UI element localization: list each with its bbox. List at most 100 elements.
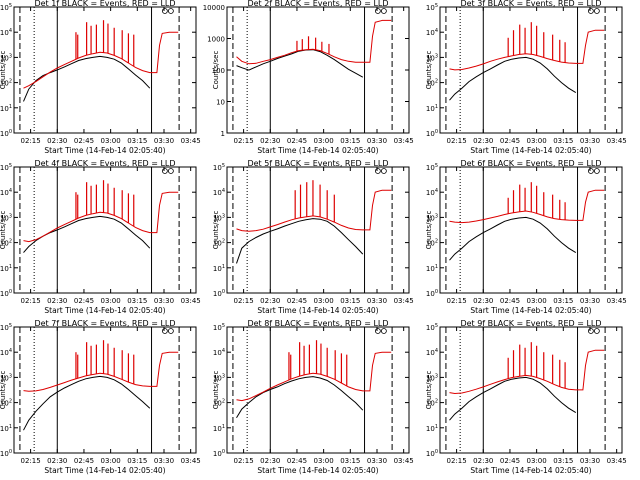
events-series-line [236,218,364,264]
detector-panel-4: Det 4f BLACK = Events, RED = LLD 100 101 10… [0,159,201,315]
y-axis-label: Counts/sec [212,51,220,90]
x-tick-label: 02:45 [74,457,94,465]
panel-title: Det 4f BLACK = Events, RED = LLD [34,159,175,168]
lld-series-line [449,29,605,71]
x-tick-label: 03:45 [607,137,627,145]
y-tick-label: 102 [213,399,225,408]
events-series-line [23,215,151,253]
attenuator-marker [593,328,600,334]
events-series-line [23,375,151,431]
y-tick-label: 10 [216,99,225,107]
y-tick-label: 100 [213,449,225,458]
y-tick-label: 102 [426,239,438,248]
x-tick-label: 02:15 [21,457,41,465]
attenuator-marker [374,328,381,334]
attenuator-marker [587,8,594,14]
x-tick-label: 02:15 [234,457,254,465]
x-tick-label: 02:15 [234,137,254,145]
y-tick-label: 1 [221,130,225,138]
y-tick-label: 103 [213,213,225,222]
panel-title: Det 9f BLACK = Events, RED = LLD [460,319,601,328]
attenuator-marker [161,168,168,174]
attenuator-marker [167,168,174,174]
x-tick-label: 03:15 [127,137,147,145]
plot-frame [226,6,410,134]
y-tick-label: 102 [0,399,12,408]
x-tick-label: 03:15 [127,297,147,305]
attenuator-marker [167,8,174,14]
y-tick-label: 104 [426,188,438,197]
lld-series-line [23,191,179,243]
y-tick-label: 104 [213,188,225,197]
y-tick-label: 101 [0,424,12,433]
y-tick-label: 100 [426,129,438,138]
x-tick-label: 03:00 [101,137,121,145]
x-tick-label: 03:00 [314,297,334,305]
y-tick-label: 102 [426,79,438,88]
x-tick-label: 03:00 [314,457,334,465]
y-tick-label: 100 [0,449,12,458]
y-tick-label: 101 [213,424,225,433]
x-tick-label: 03:15 [553,297,573,305]
y-tick-label: 100 [426,289,438,298]
attenuator-marker [593,8,600,14]
y-tick-label: 100 [212,67,225,75]
x-tick-label: 02:15 [447,297,467,305]
x-tick-label: 03:30 [367,297,387,305]
panel-title: Det 7f BLACK = Events, RED = LLD [34,319,175,328]
detector-panel-2: Det 2f BLACK = Events, RED = LLD 1 10 100 10… [203,0,414,155]
plot-frame [439,6,623,134]
x-tick-label: 03:30 [154,457,174,465]
events-series-line [236,376,364,419]
x-tick-label: 02:30 [473,297,493,305]
y-tick-label: 102 [213,239,225,248]
y-tick-label: 103 [213,373,225,382]
y-tick-label: 103 [0,373,12,382]
x-tick-label: 02:45 [74,297,94,305]
x-tick-label: 03:45 [181,457,201,465]
x-tick-label: 02:45 [287,457,307,465]
detector-panel-7: Det 7f BLACK = Events, RED = LLD 100 101 10… [0,319,201,475]
detector-panel-1: Det 1f BLACK = Events, RED = LLD 100 101 10… [0,0,201,155]
x-tick-label: 02:30 [47,137,67,145]
x-tick-label: 03:30 [154,137,174,145]
attenuator-marker [587,168,594,174]
x-tick-label: 03:30 [367,137,387,145]
detector-panel-5: Det 5f BLACK = Events, RED = LLD 100 101 10… [212,159,414,315]
x-tick-label: 02:30 [260,457,280,465]
y-tick-label: 104 [426,28,438,37]
y-tick-label: 101 [426,264,438,273]
lld-series-line [23,351,179,392]
attenuator-marker [161,328,168,334]
panel-title: Det 3f BLACK = Events, RED = LLD [460,0,601,8]
x-tick-label: 02:30 [260,137,280,145]
y-tick-label: 100 [0,129,12,138]
y-tick-label: 105 [0,323,12,332]
x-tick-label: 03:30 [154,297,174,305]
lld-series-line [236,19,392,65]
x-tick-label: 02:15 [447,457,467,465]
x-tick-label: 03:45 [394,137,414,145]
x-tick-label: 02:30 [47,457,67,465]
detector-panel-9: Det 9f BLACK = Events, RED = LLD 100 101 10… [425,319,627,475]
x-tick-label: 02:30 [473,457,493,465]
x-tick-label: 03:00 [527,297,547,305]
attenuator-marker [374,168,381,174]
attenuator-marker [587,328,594,334]
events-series-line [449,56,577,101]
x-tick-label: 02:15 [447,137,467,145]
lld-series-line [449,349,605,395]
lld-series-line [236,189,392,232]
events-series-line [449,376,577,421]
x-axis-label: Start Time (14-Feb-14 02:05:40) [257,146,378,155]
panel-title: Det 8f BLACK = Events, RED = LLD [247,319,388,328]
plot-frame [439,166,623,294]
x-tick-label: 02:30 [473,137,493,145]
plot-frame [13,6,197,134]
y-tick-label: 103 [426,373,438,382]
y-tick-label: 104 [426,348,438,357]
lld-series-line [449,189,605,224]
x-tick-label: 02:15 [234,297,254,305]
x-tick-label: 03:45 [607,297,627,305]
